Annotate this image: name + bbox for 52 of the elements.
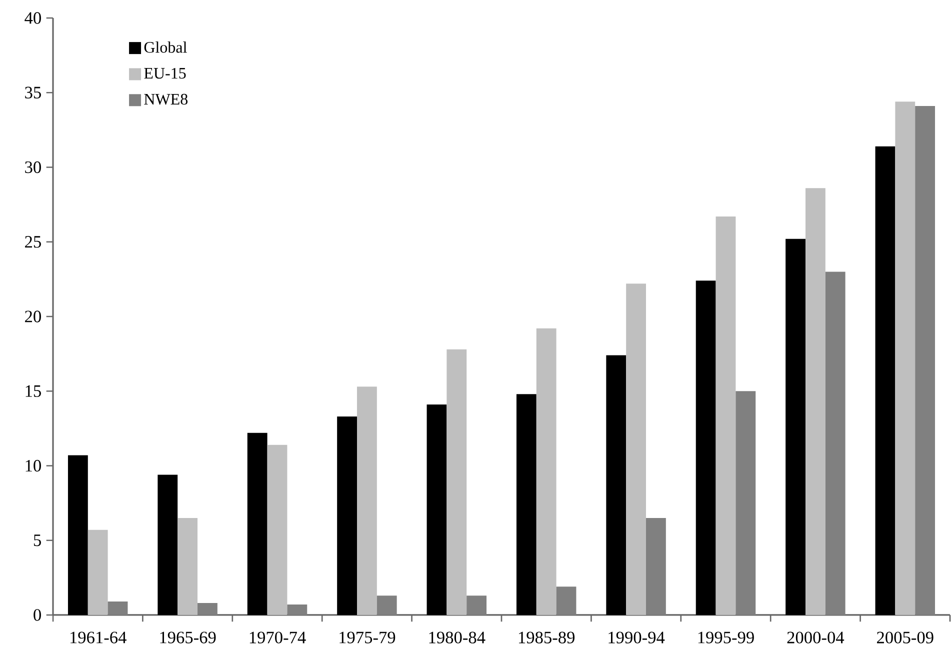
y-tick-label: 15 [26,385,41,397]
x-tick-label: 1965-69 [160,632,216,644]
x-tick-label: 2000-04 [787,632,844,644]
x-tick-label: 1961-64 [70,632,126,644]
y-tick-label: 0 [34,609,41,621]
x-tick-label: 2005-09 [877,632,934,644]
x-tick-label: 1990-94 [608,632,665,644]
bar [337,416,357,615]
bar [895,102,916,615]
bar [736,391,756,615]
bar [696,280,716,615]
y-tick-label: 20 [25,310,41,322]
bar [198,603,218,615]
bar [68,455,88,615]
legend-label: NWE8 [144,94,188,105]
y-tick-label: 10 [26,460,41,472]
bar [626,284,646,615]
y-tick-label: 5 [34,534,41,546]
bar [466,596,487,615]
bar [915,106,936,615]
x-tick-label: 1970-74 [250,632,306,644]
bar [805,188,826,615]
y-tick-label: 40 [24,12,41,24]
bar [267,444,288,615]
bar [606,355,626,615]
bar [376,596,397,615]
bar [426,404,447,615]
bar [825,272,846,615]
x-tick-label: 1975-79 [340,632,396,644]
bar [158,474,178,615]
y-tick-label: 35 [25,86,41,98]
bar [556,586,576,615]
y-tick-label: 25 [25,236,41,248]
bar [108,602,128,615]
y-tick-label: 30 [25,161,41,174]
bar [716,216,736,615]
x-tick-label: 1995-99 [698,632,754,644]
legend-label: EU-15 [144,68,186,79]
bar [88,530,108,615]
bar [356,386,377,615]
legend-label: Global [144,42,187,53]
x-tick-label: 1980-84 [429,632,486,644]
bar [536,328,556,615]
bar [646,518,666,615]
bar [786,238,806,615]
bar [287,604,308,615]
bar [247,432,268,615]
bar [178,518,198,615]
bar [875,146,896,615]
x-tick-label: 1985-89 [518,632,575,644]
bar [516,394,536,615]
bar [446,349,467,615]
